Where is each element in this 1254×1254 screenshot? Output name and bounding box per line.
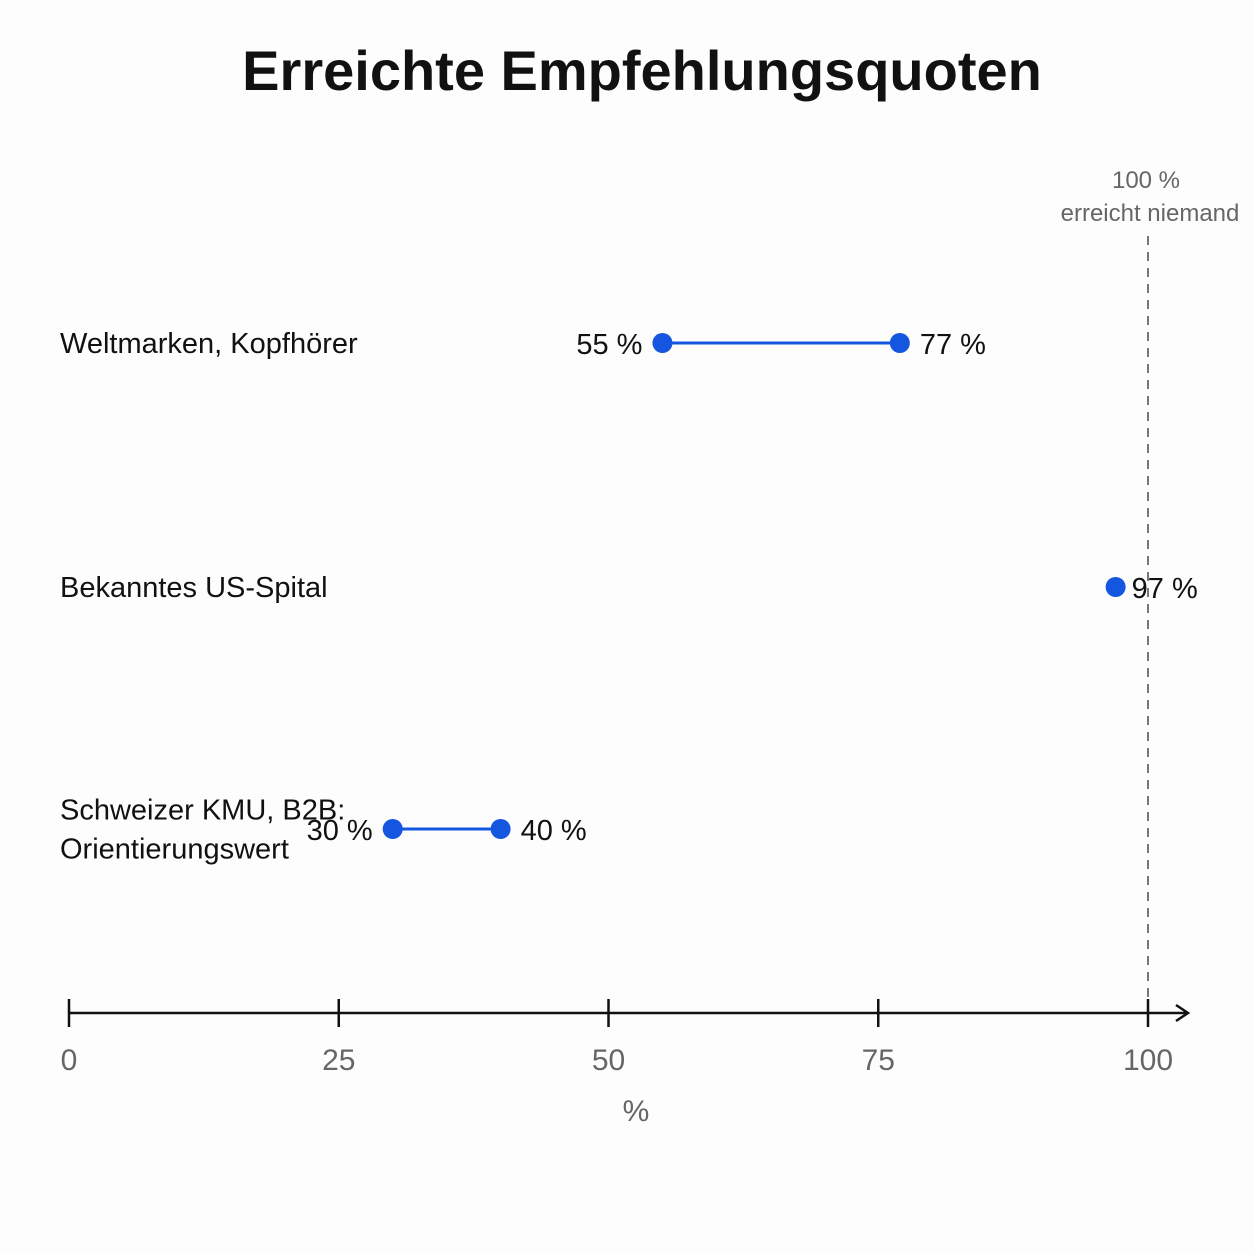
x-axis-arrow bbox=[1175, 1003, 1191, 1023]
low-point bbox=[652, 333, 673, 353]
value-point bbox=[1105, 577, 1126, 597]
row-category-label: Orientierungswert bbox=[60, 834, 289, 866]
reference-label-line1: 100 % bbox=[1112, 167, 1180, 194]
x-tick-label: 50 bbox=[592, 1044, 625, 1077]
x-tick-label: 100 bbox=[1123, 1044, 1173, 1077]
row-category-label: Schweizer KMU, B2B: bbox=[60, 795, 345, 827]
x-tick-label: 25 bbox=[322, 1044, 355, 1077]
x-axis-label: % bbox=[623, 1095, 650, 1128]
low-value-label: 30 % bbox=[307, 815, 373, 847]
high-value-label: 77 % bbox=[920, 329, 986, 361]
low-value-label: 55 % bbox=[576, 329, 642, 361]
row-category-label: Bekanntes US-Spital bbox=[60, 572, 328, 604]
high-value-label: 40 % bbox=[521, 815, 587, 847]
low-point bbox=[382, 819, 403, 839]
row-category-label: Weltmarken, Kopfhörer bbox=[60, 328, 358, 360]
x-ticks: 0 25 50 75 100 bbox=[61, 999, 1173, 1077]
chart-title: Erreichte Empfehlungsquoten bbox=[242, 39, 1042, 102]
high-point bbox=[889, 333, 910, 353]
x-tick-label: 75 bbox=[862, 1044, 895, 1077]
x-tick-label: 0 bbox=[61, 1044, 78, 1077]
value-label: 97 % bbox=[1132, 573, 1198, 605]
data-rows: Weltmarken, Kopfhörer 55 % 77 % Bekanntes U… bbox=[60, 328, 1198, 866]
high-point bbox=[490, 819, 511, 839]
reference-label-line2: erreicht niemand bbox=[1061, 200, 1240, 227]
